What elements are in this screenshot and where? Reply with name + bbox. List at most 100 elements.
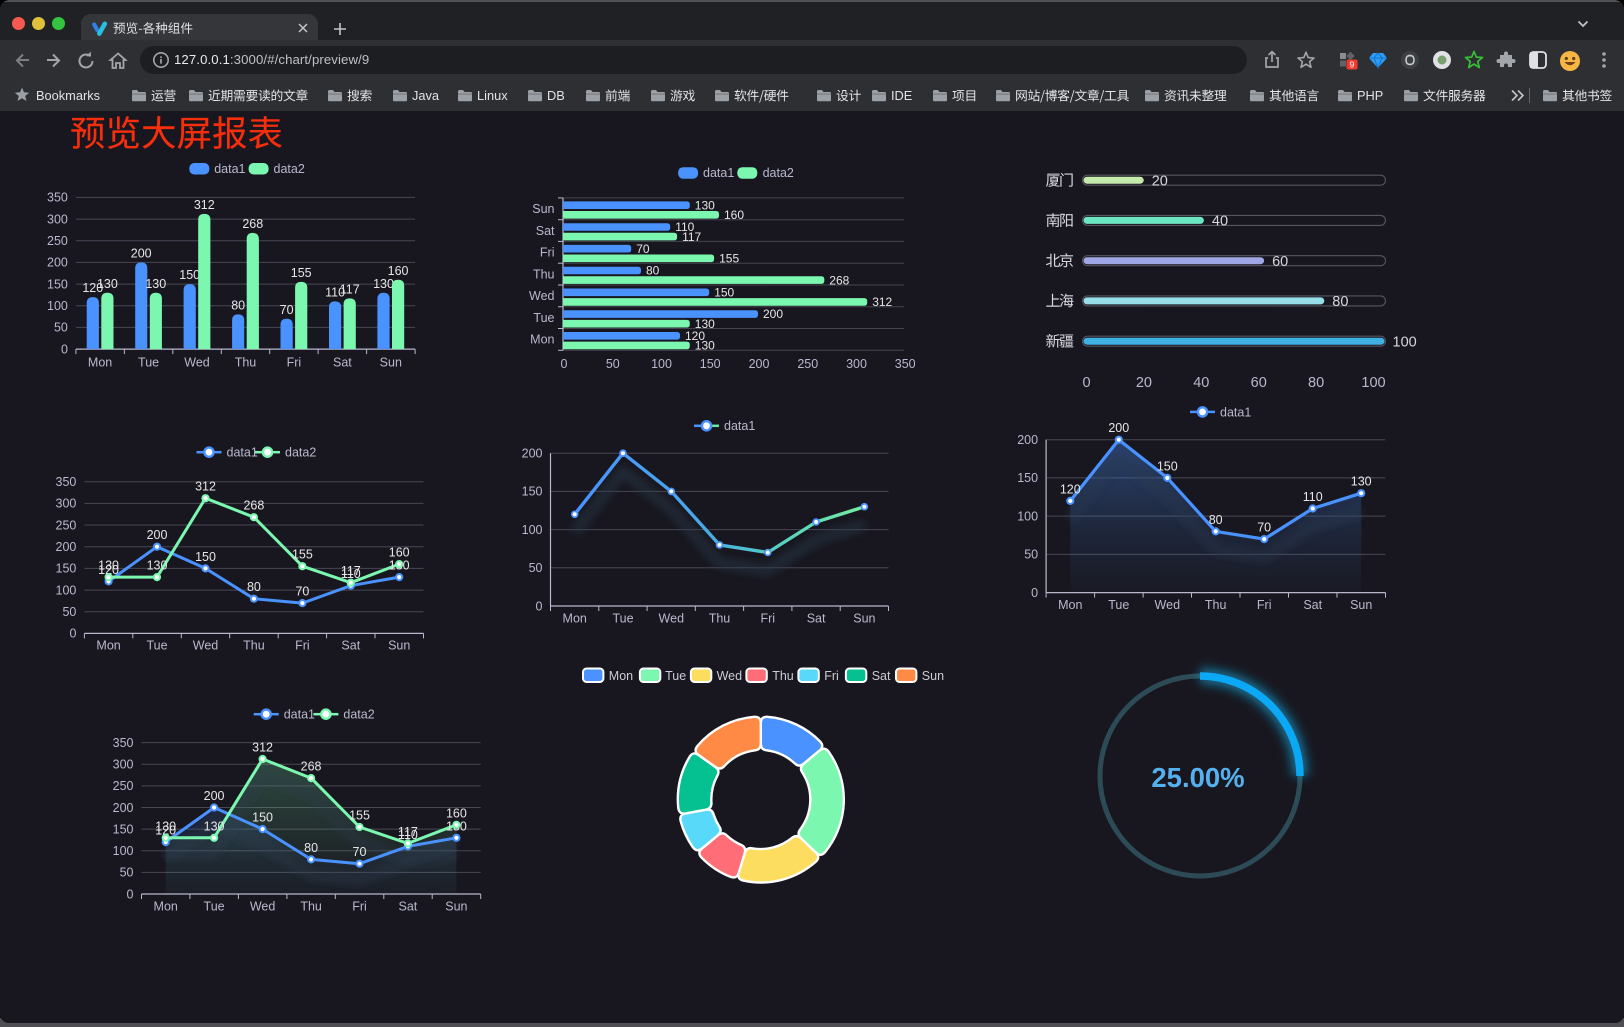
svg-text:130: 130 — [1351, 475, 1372, 489]
svg-text:268: 268 — [242, 217, 263, 231]
svg-text:150: 150 — [47, 277, 68, 291]
svg-text:data1: data1 — [284, 708, 315, 722]
svg-text:120: 120 — [1060, 482, 1081, 496]
svg-text:Bookmarks: Bookmarks — [36, 88, 100, 103]
svg-text:Thu: Thu — [235, 355, 257, 369]
svg-text:Thu: Thu — [300, 900, 322, 914]
svg-text:0: 0 — [127, 887, 134, 901]
svg-text:70: 70 — [636, 242, 650, 256]
svg-text:data2: data2 — [285, 446, 316, 460]
svg-text:200: 200 — [131, 246, 152, 260]
svg-text:Tue: Tue — [146, 639, 167, 653]
svg-text:250: 250 — [56, 518, 77, 532]
svg-text:Sat: Sat — [399, 900, 418, 914]
svg-text:70: 70 — [280, 303, 294, 317]
svg-text:110: 110 — [675, 220, 694, 234]
svg-text:120: 120 — [82, 281, 103, 295]
svg-text:Sat: Sat — [807, 612, 826, 626]
svg-text:data2: data2 — [763, 166, 794, 180]
svg-text:100: 100 — [47, 299, 68, 313]
svg-text:50: 50 — [62, 605, 76, 619]
svg-text:Tue: Tue — [612, 612, 633, 626]
svg-text:Mon: Mon — [530, 333, 554, 347]
svg-text:Wed: Wed — [184, 355, 210, 369]
svg-text:100: 100 — [1361, 375, 1385, 391]
svg-text:300: 300 — [47, 212, 68, 226]
svg-text:Mon: Mon — [88, 355, 112, 369]
svg-text:Mon: Mon — [154, 900, 178, 914]
svg-text:350: 350 — [47, 191, 68, 205]
svg-text:Sat: Sat — [1303, 598, 1322, 612]
svg-text:70: 70 — [353, 845, 367, 859]
svg-text:268: 268 — [301, 760, 322, 774]
svg-text:DB: DB — [547, 88, 565, 103]
svg-text:Fri: Fri — [540, 246, 555, 260]
svg-text:data1: data1 — [724, 419, 755, 433]
svg-text:50: 50 — [529, 561, 543, 575]
svg-text:150: 150 — [714, 286, 734, 300]
svg-text:110: 110 — [398, 828, 418, 842]
svg-text:25.00%: 25.00% — [1151, 762, 1244, 793]
svg-text:150: 150 — [179, 268, 200, 282]
svg-text:200: 200 — [56, 540, 77, 554]
svg-text:150: 150 — [1157, 459, 1178, 473]
svg-text:Fri: Fri — [352, 900, 367, 914]
svg-text:312: 312 — [252, 741, 273, 755]
svg-text:Wed: Wed — [717, 669, 743, 683]
svg-text:Linux: Linux — [477, 88, 508, 103]
svg-text:50: 50 — [120, 866, 134, 880]
svg-text:200: 200 — [47, 256, 68, 270]
svg-text:Sat: Sat — [872, 669, 891, 683]
svg-text:100: 100 — [651, 357, 672, 371]
svg-text:150: 150 — [700, 357, 721, 371]
svg-text:150: 150 — [195, 550, 216, 564]
svg-text:250: 250 — [797, 357, 818, 371]
svg-text:Tue: Tue — [138, 355, 159, 369]
svg-text:60: 60 — [1251, 375, 1267, 391]
svg-text:130: 130 — [145, 277, 166, 291]
svg-text:Wed: Wed — [529, 289, 555, 303]
svg-text:120: 120 — [685, 329, 705, 343]
svg-text:data2: data2 — [343, 708, 374, 722]
svg-text:PHP: PHP — [1357, 88, 1383, 103]
svg-text:130: 130 — [695, 339, 715, 353]
svg-text:Mon: Mon — [96, 639, 120, 653]
svg-text:IDE: IDE — [891, 88, 912, 103]
svg-text:20: 20 — [1152, 173, 1168, 189]
svg-text:117: 117 — [341, 564, 361, 578]
svg-text:data1: data1 — [214, 162, 245, 176]
svg-text:150: 150 — [113, 822, 134, 836]
svg-text:100: 100 — [522, 523, 543, 537]
svg-text:data1: data1 — [1220, 405, 1251, 419]
svg-text:130: 130 — [155, 819, 176, 833]
svg-text:130: 130 — [98, 559, 119, 573]
svg-text:Sat: Sat — [341, 639, 360, 653]
svg-text:160: 160 — [389, 546, 410, 560]
svg-text:Thu: Thu — [533, 267, 555, 281]
svg-text:Thu: Thu — [772, 669, 794, 683]
svg-text:80: 80 — [1332, 294, 1348, 310]
svg-text:100: 100 — [56, 583, 77, 597]
svg-text:0: 0 — [536, 599, 543, 613]
svg-text:Sun: Sun — [388, 639, 410, 653]
svg-text:Thu: Thu — [1205, 598, 1227, 612]
svg-text:70: 70 — [1257, 521, 1271, 535]
svg-text:Sun: Sun — [380, 355, 402, 369]
svg-text:Fri: Fri — [295, 639, 310, 653]
svg-text:155: 155 — [349, 809, 370, 823]
svg-text:Wed: Wed — [1155, 598, 1181, 612]
svg-text:Fri: Fri — [824, 669, 839, 683]
svg-text:Sun: Sun — [853, 612, 875, 626]
svg-text:110: 110 — [325, 285, 345, 299]
svg-text:Wed: Wed — [250, 900, 276, 914]
svg-text:data1: data1 — [227, 446, 258, 460]
svg-text:40: 40 — [1193, 375, 1209, 391]
svg-text:Tue: Tue — [1108, 598, 1129, 612]
svg-text:160: 160 — [724, 208, 744, 222]
svg-text:160: 160 — [446, 806, 467, 820]
svg-text:110: 110 — [1303, 490, 1323, 504]
svg-text:250: 250 — [113, 779, 134, 793]
svg-text:Sun: Sun — [532, 202, 554, 216]
svg-text:200: 200 — [204, 789, 225, 803]
svg-text:Tue: Tue — [665, 669, 686, 683]
